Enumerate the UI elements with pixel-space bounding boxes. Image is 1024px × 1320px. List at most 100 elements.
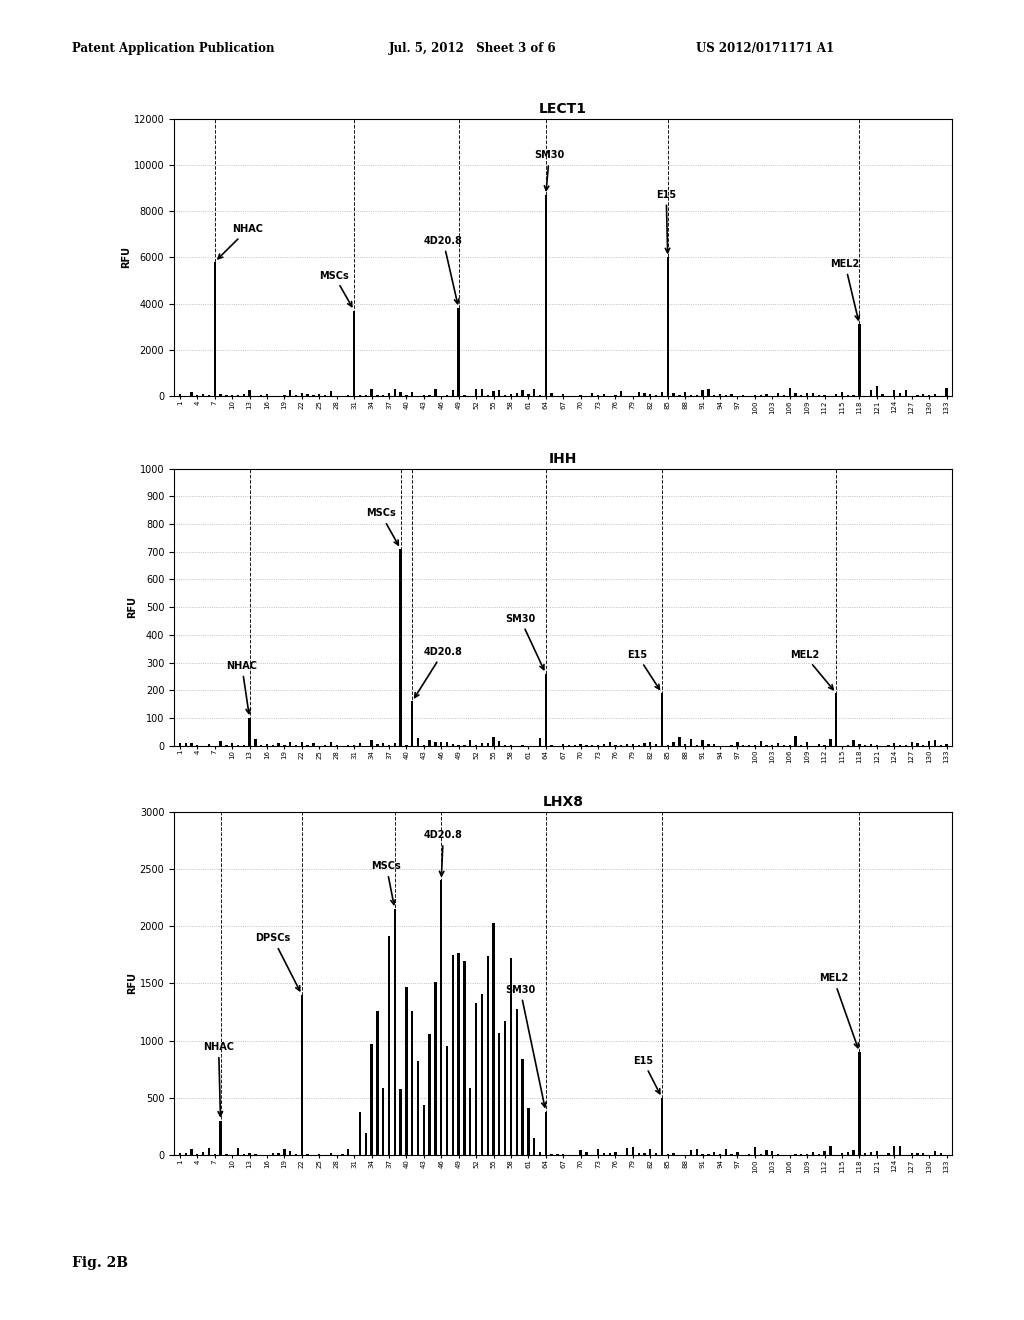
Bar: [858, 1052, 860, 1155]
Bar: [835, 693, 838, 746]
Bar: [399, 549, 401, 746]
Bar: [858, 744, 860, 746]
Bar: [945, 388, 947, 396]
Bar: [847, 1152, 849, 1155]
Bar: [864, 1152, 866, 1155]
Y-axis label: RFU: RFU: [127, 973, 137, 994]
Bar: [376, 744, 379, 746]
Bar: [493, 391, 495, 396]
Bar: [475, 388, 477, 396]
Text: SM30: SM30: [505, 614, 544, 669]
Bar: [858, 325, 860, 396]
Text: US 2012/0171171 A1: US 2012/0171171 A1: [696, 42, 835, 55]
Text: MSCs: MSCs: [319, 271, 352, 306]
Bar: [515, 393, 518, 396]
Text: SM30: SM30: [505, 985, 546, 1107]
Bar: [527, 1107, 529, 1155]
Bar: [829, 1146, 831, 1155]
Bar: [643, 1154, 646, 1155]
Bar: [382, 743, 384, 746]
Bar: [852, 739, 855, 746]
Bar: [469, 1089, 471, 1155]
Bar: [278, 743, 280, 746]
Bar: [916, 1154, 919, 1155]
Bar: [301, 742, 303, 746]
Bar: [534, 389, 536, 396]
Text: E15: E15: [633, 1056, 659, 1094]
Bar: [480, 389, 483, 396]
Bar: [521, 1059, 523, 1155]
Bar: [353, 310, 355, 396]
Bar: [539, 395, 541, 396]
Bar: [458, 309, 460, 396]
Bar: [214, 263, 216, 396]
Bar: [638, 1154, 640, 1155]
Bar: [812, 392, 814, 396]
Bar: [480, 743, 483, 746]
Bar: [411, 1011, 414, 1155]
Bar: [551, 393, 553, 396]
Bar: [695, 1148, 698, 1155]
Bar: [254, 739, 257, 746]
Bar: [423, 1105, 425, 1155]
Text: MEL2: MEL2: [830, 259, 859, 319]
Bar: [504, 1020, 506, 1155]
Bar: [266, 395, 268, 396]
Bar: [254, 1154, 257, 1155]
Bar: [719, 393, 721, 396]
Bar: [498, 391, 501, 396]
Bar: [399, 1089, 401, 1155]
Bar: [445, 742, 449, 746]
Y-axis label: RFU: RFU: [121, 247, 131, 268]
Bar: [673, 393, 675, 396]
Bar: [910, 1154, 912, 1155]
Bar: [614, 1152, 616, 1155]
Bar: [452, 954, 454, 1155]
Bar: [649, 395, 651, 396]
Y-axis label: RFU: RFU: [127, 597, 137, 618]
Bar: [736, 742, 738, 746]
Bar: [365, 1133, 367, 1155]
Bar: [806, 742, 808, 746]
Bar: [765, 1150, 768, 1155]
Bar: [190, 743, 193, 746]
Bar: [208, 744, 210, 746]
Text: MEL2: MEL2: [819, 973, 858, 1048]
Bar: [899, 393, 901, 396]
Bar: [243, 395, 245, 396]
Bar: [219, 741, 222, 746]
Bar: [725, 1150, 727, 1155]
Bar: [382, 1088, 384, 1155]
Bar: [434, 389, 436, 396]
Bar: [597, 1150, 599, 1155]
Bar: [417, 738, 419, 746]
Bar: [841, 1154, 843, 1155]
Bar: [673, 1152, 675, 1155]
Bar: [428, 741, 431, 746]
Bar: [278, 1152, 280, 1155]
Bar: [358, 1111, 361, 1155]
Bar: [301, 393, 303, 396]
Bar: [893, 389, 895, 396]
Text: MSCs: MSCs: [366, 508, 398, 545]
Bar: [632, 743, 634, 746]
Bar: [452, 391, 454, 396]
Bar: [534, 1138, 536, 1155]
Bar: [237, 1148, 240, 1155]
Bar: [440, 742, 442, 746]
Bar: [411, 392, 414, 396]
Bar: [643, 393, 646, 396]
Bar: [330, 742, 332, 746]
Bar: [330, 1154, 332, 1155]
Bar: [376, 1011, 379, 1155]
Bar: [458, 953, 460, 1155]
Bar: [521, 389, 523, 396]
Bar: [493, 738, 495, 746]
Bar: [603, 1154, 605, 1155]
Text: NHAC: NHAC: [226, 661, 257, 714]
Text: 4D20.8: 4D20.8: [424, 236, 463, 304]
Bar: [545, 1111, 547, 1155]
Bar: [586, 1152, 588, 1155]
Bar: [295, 395, 297, 396]
Bar: [899, 1146, 901, 1155]
